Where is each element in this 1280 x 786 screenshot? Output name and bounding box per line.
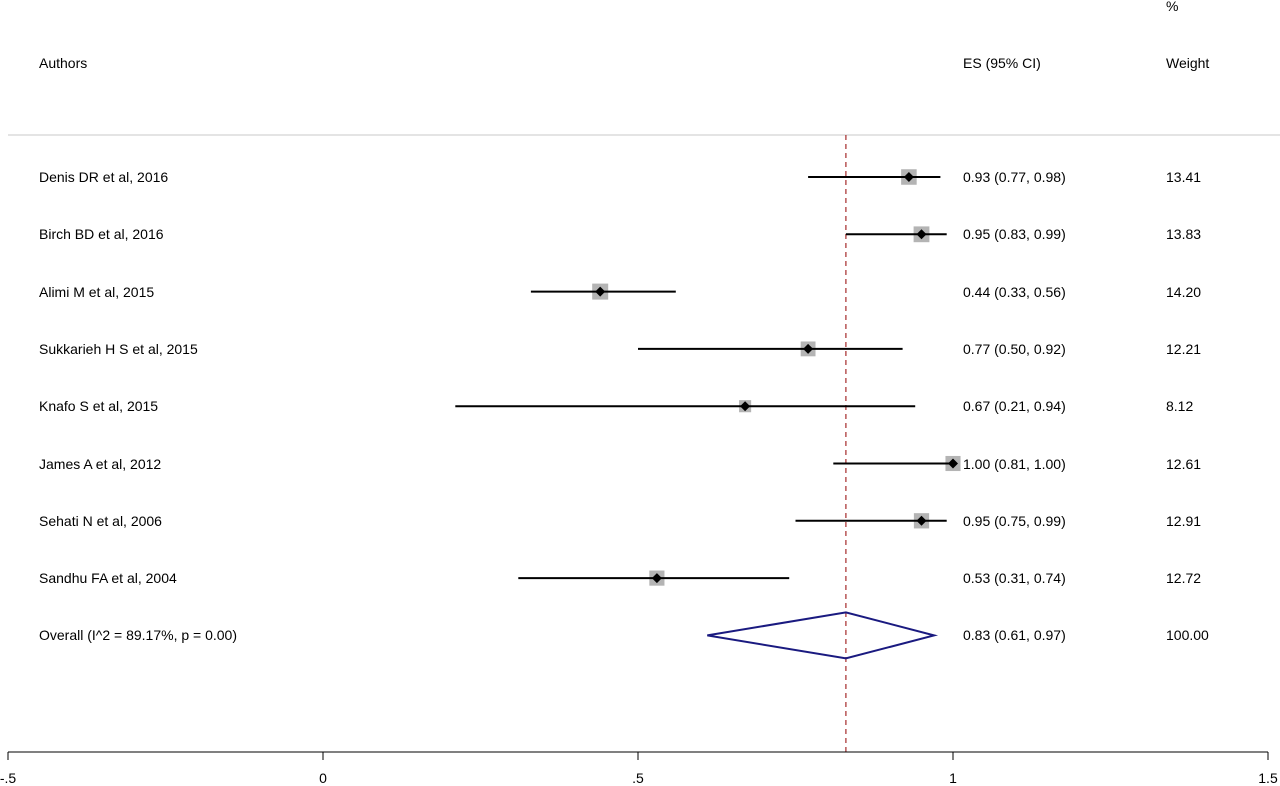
study-point-marker [916,515,927,526]
study-es-value: 0.93 (0.77, 0.98) [963,169,1066,185]
study-point-marker [651,573,662,584]
study-weight-value: 13.83 [1166,226,1202,243]
study-point-marker [595,286,606,297]
weight-percent-header: % [1166,0,1179,14]
x-tick-label: .5 [632,770,644,786]
study-point-marker [916,229,927,240]
overall-weight-value: 100.00 [1166,627,1209,644]
study-label: Sehati N et al, 2006 [39,512,162,529]
x-tick-label: 0 [319,770,327,786]
study-es-value: 0.95 (0.75, 0.99) [963,512,1066,529]
x-tick-label: 1.5 [1258,770,1278,786]
study-label: Denis DR et al, 2016 [39,169,169,185]
overall-label: Overall (I^2 = 89.17%, p = 0.00) [39,627,238,644]
weight-header: Weight [1166,55,1210,71]
study-point-marker [740,401,751,412]
study-label: Alimi M et al, 2015 [39,283,155,300]
study-weight-value: 13.41 [1166,169,1202,185]
study-es-value: 0.77 (0.50, 0.92) [963,340,1066,357]
study-es-value: 0.95 (0.83, 0.99) [963,226,1066,243]
study-weight-value: 12.21 [1166,340,1202,357]
study-point-marker [903,172,914,182]
x-tick-label: -.5 [0,770,17,786]
authors-header: Authors [39,55,88,71]
overall-diamond [707,611,939,660]
study-label: Knafo S et al, 2015 [39,398,159,415]
study-weight-value: 8.12 [1166,398,1194,415]
study-es-value: 0.44 (0.33, 0.56) [963,283,1066,300]
study-es-value: 1.00 (0.81, 1.00) [963,455,1066,472]
study-label: Sukkarieh H S et al, 2015 [39,340,198,357]
study-weight-value: 12.72 [1166,570,1202,587]
study-es-value: 0.67 (0.21, 0.94) [963,398,1066,415]
es-header: ES (95% CI) [963,55,1041,71]
x-tick-label: 1 [949,770,957,786]
study-weight-value: 14.20 [1166,283,1202,300]
study-es-value: 0.53 (0.31, 0.74) [963,570,1066,587]
study-point-marker [948,458,958,469]
study-point-marker [803,343,814,354]
study-weight-value: 12.91 [1166,512,1202,529]
study-label: James A et al, 2012 [39,455,162,472]
study-label: Birch BD et al, 2016 [39,226,164,243]
overall-es-value: 0.83 (0.61, 0.97) [963,627,1066,644]
study-label: Sandhu FA et al, 2004 [39,570,177,587]
study-weight-value: 12.61 [1166,455,1202,472]
